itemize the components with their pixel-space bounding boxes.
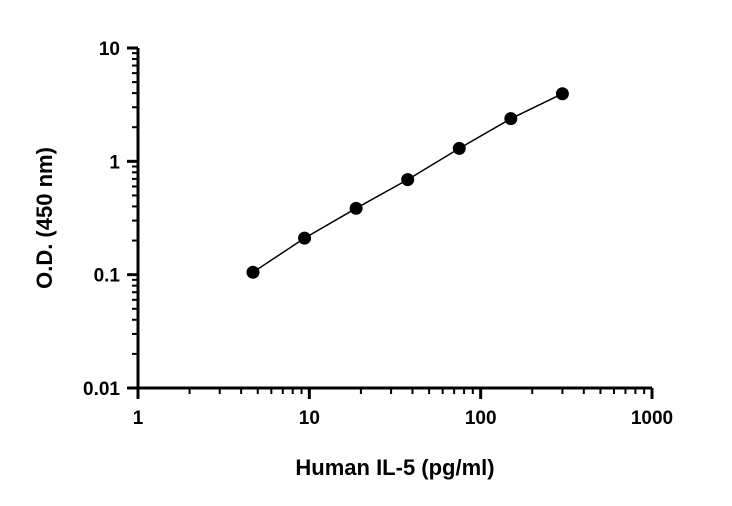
data-point bbox=[349, 201, 363, 215]
data-point bbox=[452, 141, 466, 155]
data-point bbox=[504, 112, 518, 126]
y-tick-label: 10 bbox=[99, 39, 120, 60]
data-point bbox=[555, 87, 569, 101]
tick-labels: 1 10 100 1000 0.01 0.1 1 10 bbox=[83, 39, 673, 429]
x-tick-label: 100 bbox=[465, 408, 497, 429]
tick-marks bbox=[127, 46, 654, 399]
x-tick-label: 10 bbox=[299, 408, 320, 429]
data-points bbox=[246, 87, 569, 279]
x-tick-label: 1 bbox=[133, 408, 144, 429]
y-tick-label: 0.01 bbox=[83, 379, 120, 400]
data-point bbox=[401, 173, 415, 187]
data-point bbox=[298, 231, 312, 245]
y-axis-label: O.D. (450 nm) bbox=[32, 147, 57, 289]
y-tick-label: 0.1 bbox=[94, 266, 121, 287]
data-point bbox=[246, 265, 260, 279]
x-axis-label: Human IL-5 (pg/ml) bbox=[295, 455, 494, 480]
axes bbox=[136, 48, 652, 390]
y-tick-label: 1 bbox=[109, 152, 120, 173]
x-tick-label: 1000 bbox=[631, 408, 673, 429]
